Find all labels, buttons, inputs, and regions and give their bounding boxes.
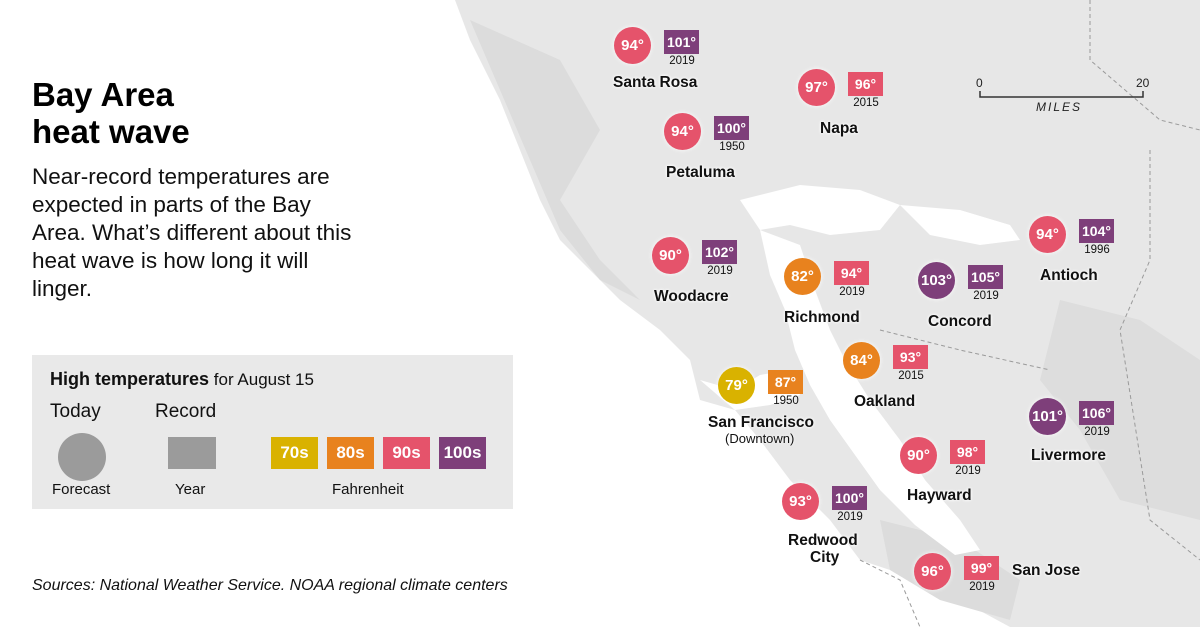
city-name: Woodacre [654, 288, 729, 305]
scale-end: 20 [1136, 76, 1150, 90]
hill-shade-east [1040, 300, 1200, 520]
legend-swatch-80s: 80s [327, 437, 374, 469]
record-square: 101° [664, 30, 699, 54]
forecast-circle: 84° [843, 342, 880, 379]
san-francisco-bay [760, 230, 980, 555]
title-line-1: Bay Area [32, 76, 174, 113]
record-year: 1996 [1084, 244, 1110, 256]
record-square: 94° [834, 261, 869, 285]
sources-note: Sources: National Weather Service. NOAA … [32, 577, 508, 594]
county-line-2 [1119, 150, 1200, 561]
record-year: 1950 [773, 395, 799, 407]
record-square: 100° [714, 116, 749, 140]
forecast-circle: 103° [918, 262, 955, 299]
record-square: 96° [848, 72, 883, 96]
record-year: 1950 [719, 141, 745, 153]
legend-record-label: Record [155, 401, 217, 422]
record-year: 2019 [1084, 426, 1110, 438]
county-line-4 [859, 559, 921, 627]
legend-swatch-70s: 70s [271, 437, 318, 469]
city-name: Hayward [907, 487, 972, 504]
legend-swatch-100s: 100s [439, 437, 486, 469]
legend-record-square [168, 437, 216, 469]
city-name: Richmond [784, 309, 860, 326]
intro-text: Near-record temperatures are expected in… [32, 164, 352, 301]
record-square: 87° [768, 370, 803, 394]
record-year: 2015 [898, 370, 924, 382]
record-square: 105° [968, 265, 1003, 289]
city-name: Petaluma [666, 164, 735, 181]
forecast-circle: 90° [900, 437, 937, 474]
land-mass [455, 0, 1200, 627]
record-year: 2015 [853, 97, 879, 109]
county-line [1089, 0, 1200, 131]
city-name: San Francisco [708, 414, 814, 431]
forecast-circle: 82° [784, 258, 821, 295]
forecast-circle: 79° [718, 367, 755, 404]
legend-heading: High temperatures for August 15 [50, 369, 314, 390]
record-square: 100° [832, 486, 867, 510]
record-square: 99° [964, 556, 999, 580]
city-name: San Jose [1012, 562, 1081, 579]
record-year: 2019 [839, 286, 865, 298]
city-name: Napa [820, 120, 858, 137]
record-year: 2019 [973, 290, 999, 302]
city-name: Redwood [788, 532, 858, 549]
record-square: 106° [1079, 401, 1114, 425]
san-pablo-bay [740, 185, 900, 235]
forecast-circle: 94° [614, 27, 651, 64]
city-subname: (Downtown) [725, 431, 795, 446]
city-name: Livermore [1031, 447, 1106, 464]
legend: High temperatures for August 15 Today Re… [32, 355, 513, 509]
city-name: Santa Rosa [613, 74, 698, 91]
hill-shade [470, 20, 640, 300]
record-square: 104° [1079, 219, 1114, 243]
scale-unit: MILES [1036, 100, 1083, 114]
legend-today-label: Today [50, 401, 101, 422]
scale-start: 0 [976, 76, 983, 90]
legend-swatch-90s: 90s [383, 437, 430, 469]
city-name: Antioch [1040, 267, 1098, 284]
legend-year-label: Year [175, 481, 206, 498]
city-name: Concord [928, 313, 992, 330]
record-year: 2019 [837, 511, 863, 523]
title-line-2: heat wave [32, 113, 190, 150]
page-title: Bay Area heat wave [32, 76, 332, 150]
legend-forecast-circle [58, 433, 106, 481]
record-square: 93° [893, 345, 928, 369]
city-name: Oakland [854, 393, 916, 410]
forecast-circle: 101° [1029, 398, 1066, 435]
county-line-3 [879, 329, 1051, 371]
record-square: 102° [702, 240, 737, 264]
record-year: 2019 [707, 265, 733, 277]
record-year: 2019 [955, 465, 981, 477]
record-square: 98° [950, 440, 985, 464]
legend-unit-label: Fahrenheit [332, 481, 404, 498]
forecast-circle: 94° [664, 113, 701, 150]
legend-heading-bold: High temperatures [50, 369, 210, 389]
forecast-circle: 94° [1029, 216, 1066, 253]
forecast-circle: 97° [798, 69, 835, 106]
forecast-circle: 93° [782, 483, 819, 520]
legend-forecast-label: Forecast [52, 481, 111, 498]
suisun-bay [900, 205, 1020, 245]
record-year: 2019 [669, 55, 695, 67]
forecast-circle: 96° [914, 553, 951, 590]
legend-heading-date: for August 15 [209, 370, 314, 389]
scale-bar [979, 91, 1144, 98]
city-name-line-2: City [810, 549, 840, 566]
forecast-circle: 90° [652, 237, 689, 274]
record-year: 2019 [969, 581, 995, 593]
